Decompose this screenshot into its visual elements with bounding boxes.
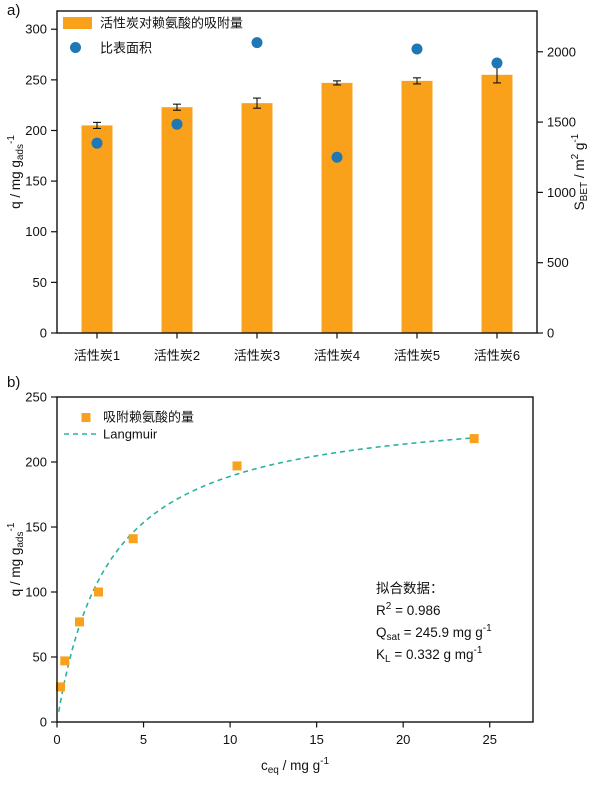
fit-result-line: KL = 0.332 g mg-1 <box>376 645 483 665</box>
bar-活性炭4 <box>321 82 353 333</box>
panel-b-label: b) <box>7 374 21 391</box>
left-tick-label: 250 <box>25 72 47 87</box>
y-tick-label: 100 <box>25 585 47 600</box>
sbet-dot-活性炭1 <box>91 137 103 149</box>
x-tick-label: 10 <box>223 732 237 747</box>
y-tick-label: 200 <box>25 455 47 470</box>
sbet-dot-活性炭2 <box>171 118 183 130</box>
bar-活性炭5 <box>401 80 433 334</box>
left-axis-title: q / mg gads-1 <box>6 135 26 209</box>
left-tick-label: 100 <box>25 224 47 239</box>
bar-活性炭2 <box>161 107 193 333</box>
category-label: 活性炭6 <box>474 348 520 363</box>
legend-point-label: 吸附赖氨酸的量 <box>103 410 194 425</box>
x-tick-label: 0 <box>53 732 60 747</box>
left-tick-label: 0 <box>40 326 47 341</box>
legend-dot-label: 比表面积 <box>100 41 152 56</box>
axes-frame <box>56 396 534 723</box>
langmuir-fit-curve <box>57 437 475 712</box>
right-tick-label: 500 <box>547 255 569 270</box>
legend-point-swatch <box>81 413 91 422</box>
x-tick-label: 5 <box>140 732 147 747</box>
error-bar-活性炭5 <box>413 77 421 85</box>
left-tick-label: 300 <box>25 22 47 37</box>
data-point-square <box>128 534 138 544</box>
legend-fit-label: Langmuir <box>103 427 158 442</box>
y-tick-label: 50 <box>33 650 47 665</box>
x-axis-title: ceq / mg g-1 <box>261 756 329 776</box>
error-bar-活性炭1 <box>93 121 101 130</box>
category-label: 活性炭1 <box>74 348 120 363</box>
category-label: 活性炭3 <box>234 348 280 363</box>
left-tick-label: 150 <box>25 174 47 189</box>
error-bar-活性炭2 <box>173 103 181 111</box>
sbet-dot-活性炭5 <box>411 43 423 55</box>
data-point-square <box>469 434 479 444</box>
sbet-dot-活性炭6 <box>491 57 503 69</box>
category-label: 活性炭2 <box>154 348 200 363</box>
right-tick-label: 1000 <box>547 185 576 200</box>
error-bar-活性炭4 <box>333 80 341 86</box>
sbet-dot-活性炭3 <box>251 37 263 49</box>
data-point-square <box>232 461 242 471</box>
bar-活性炭3 <box>241 103 273 333</box>
left-tick-label: 50 <box>33 275 47 290</box>
fit-results-annotation: 拟合数据： R2 = 0.986 Qsat = 245.9 mg g-1KL = 0… <box>376 581 492 665</box>
category-label: 活性炭5 <box>394 348 440 363</box>
error-bar-活性炭3 <box>253 97 261 109</box>
y-tick-label: 150 <box>25 520 47 535</box>
axes-frame <box>56 10 538 334</box>
legend-dot-swatch <box>70 42 81 53</box>
right-tick-label: 2000 <box>547 44 576 59</box>
bar-活性炭6 <box>481 74 513 333</box>
data-point-square <box>55 682 65 692</box>
x-tick-label: 20 <box>396 732 410 747</box>
y-tick-label: 250 <box>25 390 47 405</box>
y-tick-label: 0 <box>40 715 47 730</box>
panel-a-label: a) <box>7 2 21 19</box>
legend-bar-swatch <box>63 17 92 29</box>
x-tick-label: 25 <box>482 732 496 747</box>
left-tick-label: 200 <box>25 123 47 138</box>
bar-活性炭1 <box>81 125 113 333</box>
fit-result-line: R2 = 0.986 <box>376 601 440 618</box>
right-axis-title: SBET / m2 g-1 <box>570 133 590 210</box>
legend-panel-b: 吸附赖氨酸的量 Langmuir <box>64 410 194 442</box>
data-point-square <box>75 617 85 627</box>
fit-results-title: 拟合数据： <box>376 581 444 596</box>
sbet-dot-活性炭4 <box>331 151 343 163</box>
right-tick-label: 1500 <box>547 115 576 130</box>
data-point-square <box>94 587 104 597</box>
data-point-square <box>60 656 70 666</box>
right-tick-label: 0 <box>547 326 554 341</box>
bar-chart-panel-a: 0 50 100 150 200 250 300 0 500 1000 1500 2000 活性炭1 活性… <box>6 10 590 363</box>
legend-bar-label: 活性炭对赖氨酸的吸附量 <box>100 16 243 31</box>
category-label: 活性炭4 <box>314 348 360 363</box>
fit-result-line: Qsat = 245.9 mg g-1 <box>376 623 492 643</box>
y-axis-title: q / mg gads-1 <box>6 522 26 596</box>
x-tick-label: 15 <box>309 732 323 747</box>
